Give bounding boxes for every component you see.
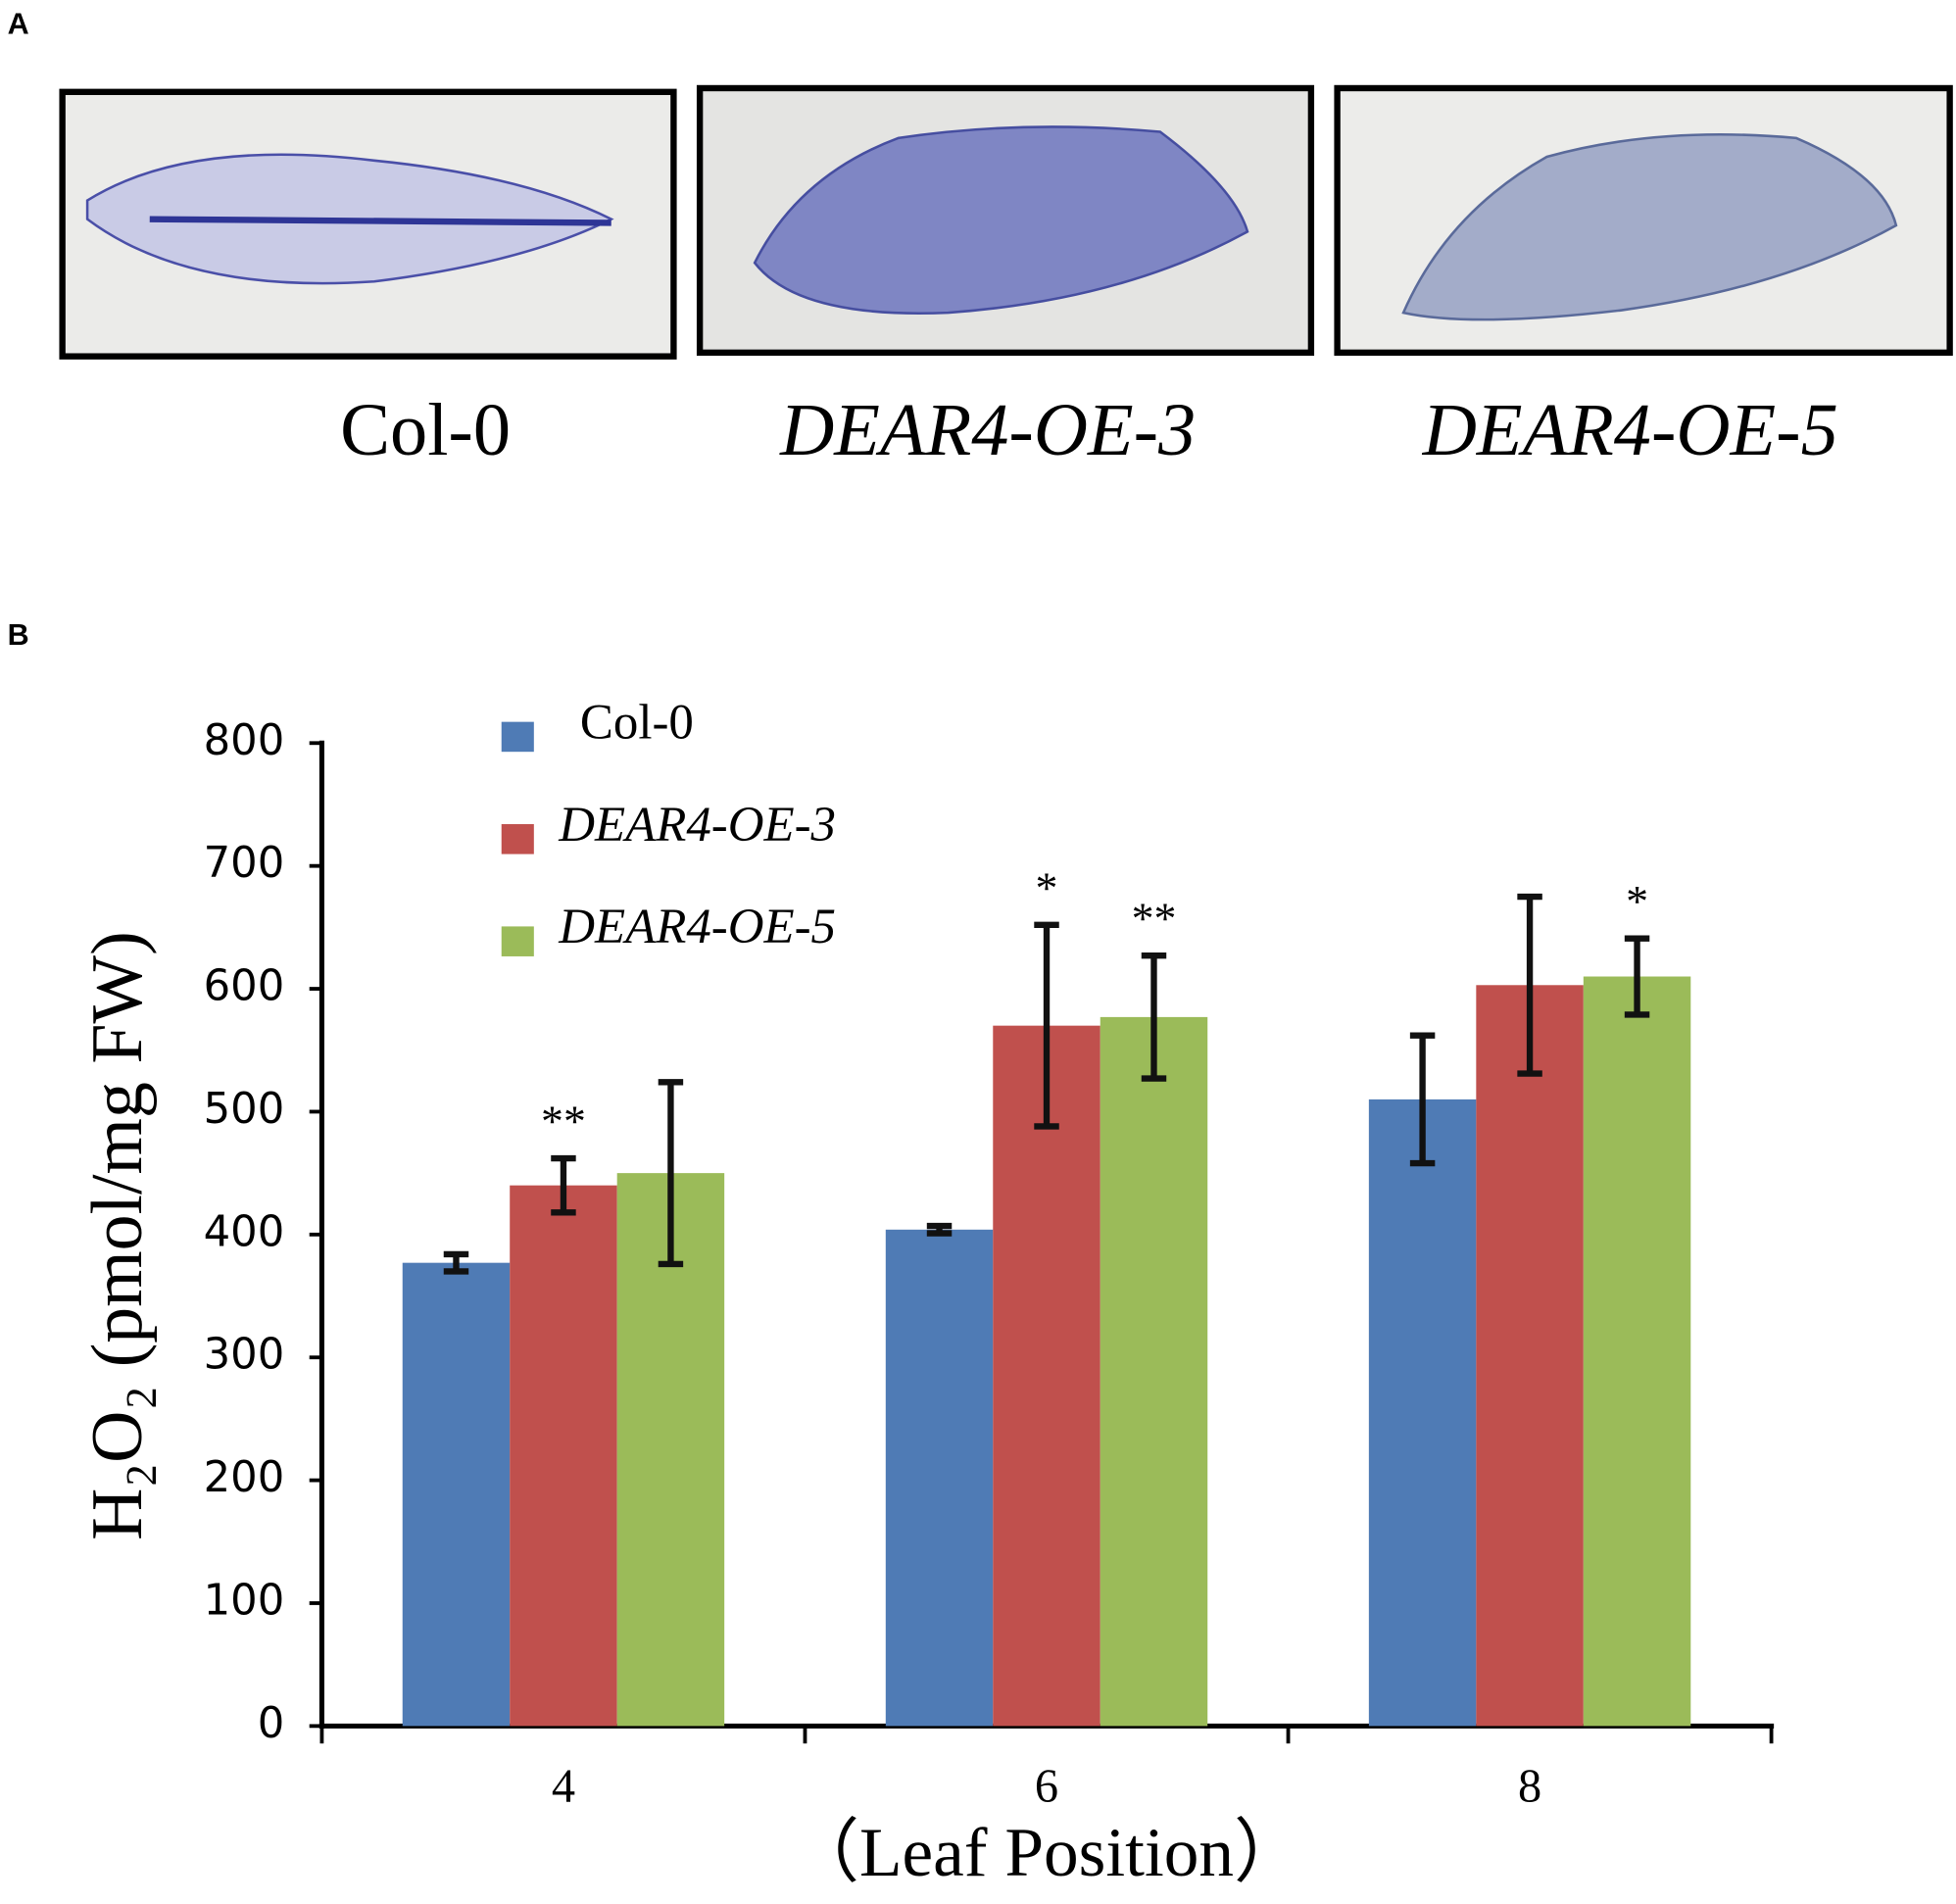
bar xyxy=(510,1185,617,1727)
error-bar xyxy=(1624,935,1650,1018)
error-bar xyxy=(1141,952,1167,1082)
leaf-photos xyxy=(59,84,1953,360)
photo-caption: Col-0 xyxy=(340,388,511,471)
leaf-vein xyxy=(149,216,611,226)
x-axis-label: （Leaf Position） xyxy=(790,1814,1304,1891)
x-tick-label: 4 xyxy=(552,1761,575,1813)
y-tick-label: 200 xyxy=(204,1453,285,1502)
legend-swatch xyxy=(501,824,534,854)
panel-label: B xyxy=(8,618,29,652)
legend-swatch xyxy=(501,926,534,956)
bar xyxy=(1100,1016,1208,1727)
leaf xyxy=(753,125,1249,315)
bar xyxy=(1583,976,1691,1727)
error-bar xyxy=(658,1079,684,1268)
y-tick-label: 600 xyxy=(204,962,285,1011)
y-tick-label: 100 xyxy=(204,1576,285,1625)
x-tick-label: 8 xyxy=(1518,1761,1541,1813)
leaf xyxy=(1401,132,1898,321)
y-axis-label: H₂O₂ (pmol/mg FW) xyxy=(76,931,157,1540)
error-bar xyxy=(1517,893,1542,1077)
error-bar xyxy=(926,1222,953,1237)
panel-label: A xyxy=(8,7,29,40)
bar xyxy=(1368,1098,1477,1727)
error-bar xyxy=(443,1250,469,1275)
legend-label: DEAR4-OE-3 xyxy=(558,798,836,853)
y-tick-label: 0 xyxy=(258,1699,285,1748)
photo-caption: DEAR4-OE-3 xyxy=(779,388,1196,471)
y-tick-label: 800 xyxy=(204,716,285,765)
x-tick-label: 6 xyxy=(1035,1761,1058,1813)
bar xyxy=(885,1229,994,1727)
legend-label: Col-0 xyxy=(580,695,694,750)
y-tick-label: 300 xyxy=(204,1331,285,1380)
significance-label: * xyxy=(1626,876,1648,926)
y-tick-label: 500 xyxy=(204,1085,285,1134)
legend-label: DEAR4-OE-5 xyxy=(558,900,836,954)
y-tick-label: 400 xyxy=(204,1207,285,1256)
significance-label: * xyxy=(1036,862,1058,912)
error-bar xyxy=(551,1154,576,1216)
bar xyxy=(993,1025,1100,1727)
y-tick-label: 700 xyxy=(204,839,285,888)
legend-swatch xyxy=(501,721,534,753)
significance-label: ** xyxy=(541,1097,586,1147)
error-bar xyxy=(1409,1032,1436,1167)
bar xyxy=(402,1262,511,1727)
bar xyxy=(1476,985,1584,1727)
significance-label: ** xyxy=(1132,894,1177,944)
photo-caption: DEAR4-OE-5 xyxy=(1422,388,1838,471)
error-bar xyxy=(1034,921,1059,1130)
